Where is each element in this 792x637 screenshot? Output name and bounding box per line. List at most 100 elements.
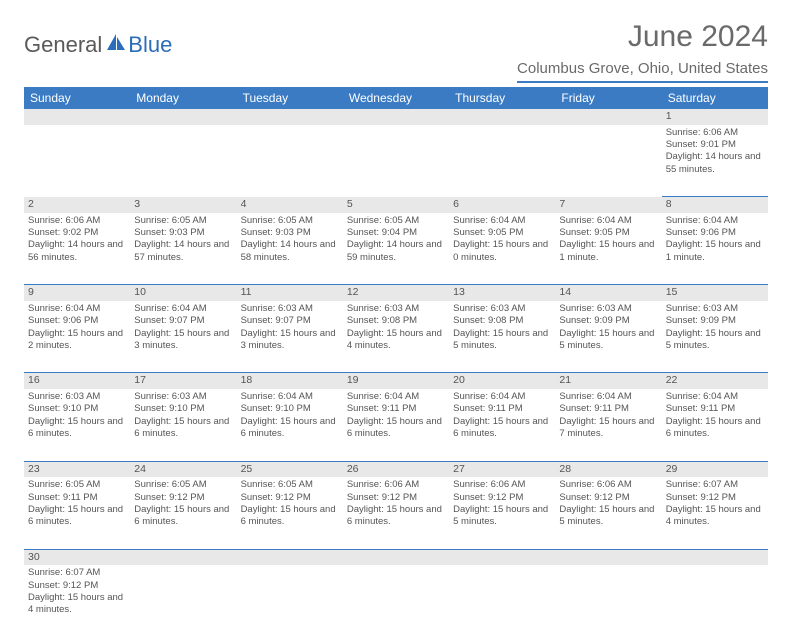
sunset-text: Sunset: 9:10 PM — [134, 403, 232, 415]
week-row: Sunrise: 6:06 AMSunset: 9:02 PM Daylight:… — [24, 213, 768, 285]
day-number-cell — [343, 109, 449, 125]
daylight-text: Daylight: 15 hours and 5 minutes. — [559, 328, 657, 353]
day-number: 14 — [559, 286, 571, 298]
day-number: 30 — [28, 551, 40, 563]
sunrise-text: Sunrise: 6:03 AM — [241, 303, 339, 315]
day-header-row: Sunday Monday Tuesday Wednesday Thursday… — [24, 87, 768, 109]
day-number-cell — [130, 109, 236, 125]
sunrise-text: Sunrise: 6:04 AM — [347, 391, 445, 403]
day-number: 15 — [666, 286, 678, 298]
sunrise-text: Sunrise: 6:04 AM — [666, 215, 764, 227]
day-cell — [343, 125, 449, 197]
sunrise-text: Sunrise: 6:04 AM — [241, 391, 339, 403]
daylight-text: Daylight: 15 hours and 6 minutes. — [134, 416, 232, 441]
day-number: 23 — [28, 463, 40, 475]
day-cell — [555, 565, 661, 637]
day-number-cell — [662, 549, 768, 565]
sunset-text: Sunset: 9:12 PM — [134, 492, 232, 504]
sunset-text: Sunset: 9:10 PM — [28, 403, 126, 415]
sunset-text: Sunset: 9:11 PM — [666, 403, 764, 415]
week-row: Sunrise: 6:05 AM Sunset: 9:11 PM Daylight:… — [24, 477, 768, 549]
day-number: 10 — [134, 286, 146, 298]
sunrise-text: Sunrise: 6:06 AM — [28, 215, 126, 227]
day-cell — [237, 125, 343, 197]
daylight-text: Daylight: 15 hours and 0 minutes. — [453, 239, 551, 264]
day-number-cell: 19 — [343, 373, 449, 389]
daylight-text: Daylight: 15 hours and 5 minutes. — [559, 504, 657, 529]
day-cell — [24, 125, 130, 197]
day-cell: Sunrise: 6:04 AMSunset: 9:11 PMDaylight:… — [662, 389, 768, 461]
daylight-text: Daylight: 15 hours and 6 minutes. — [241, 504, 339, 529]
day-cell — [662, 565, 768, 637]
day-number: 8 — [666, 198, 672, 210]
day-cell: Sunrise: 6:03 AMSunset: 9:09 PMDaylight:… — [662, 301, 768, 373]
day-number-cell — [555, 549, 661, 565]
day-cell — [449, 125, 555, 197]
sunset-text: Sunset: 9:07 PM — [134, 315, 232, 327]
day-number-cell: 20 — [449, 373, 555, 389]
daylight-text: Daylight: 15 hours and 6 minutes. — [666, 416, 764, 441]
day-number-cell: 8 — [662, 197, 768, 213]
sunrise-text: Sunrise: 6:06 AM — [666, 127, 764, 139]
day-number-cell: 4 — [237, 197, 343, 213]
day-number-cell: 14 — [555, 285, 661, 301]
day-number: 20 — [453, 374, 465, 386]
day-number-cell: 25 — [237, 461, 343, 477]
sunset-text: Sunset: 9:11 PM — [453, 403, 551, 415]
location-text: Columbus Grove, Ohio, United States — [517, 60, 768, 83]
sunrise-text: Sunrise: 6:05 AM — [241, 215, 339, 227]
sunset-text: Sunset: 9:12 PM — [347, 492, 445, 504]
sunrise-text: Sunrise: 6:03 AM — [28, 391, 126, 403]
sunset-text: Sunset: 9:02 PM — [28, 227, 126, 239]
sunset-text: Sunset: 9:06 PM — [666, 227, 764, 239]
sunrise-text: Sunrise: 6:03 AM — [347, 303, 445, 315]
day-number-cell: 16 — [24, 373, 130, 389]
day-number: 16 — [28, 374, 40, 386]
week-row: Sunrise: 6:07 AMSunset: 9:12 PMDaylight:… — [24, 565, 768, 637]
day-number-cell — [449, 549, 555, 565]
week-row: Sunrise: 6:06 AMSunset: 9:01 PMDaylight:… — [24, 125, 768, 197]
day-number-cell: 9 — [24, 285, 130, 301]
day-header: Friday — [555, 87, 661, 109]
sunset-text: Sunset: 9:09 PM — [666, 315, 764, 327]
day-number-cell: 30 — [24, 549, 130, 565]
day-number-cell: 10 — [130, 285, 236, 301]
day-number: 18 — [241, 374, 253, 386]
day-cell: Sunrise: 6:05 AMSunset: 9:03 PMDaylight:… — [130, 213, 236, 285]
day-number-cell: 15 — [662, 285, 768, 301]
daylight-text: Daylight: 15 hours and 6 minutes. — [453, 416, 551, 441]
day-number: 6 — [453, 198, 459, 210]
day-cell: Sunrise: 6:03 AMSunset: 9:07 PMDaylight:… — [237, 301, 343, 373]
daynum-row: 16171819202122 — [24, 373, 768, 389]
day-number-cell: 29 — [662, 461, 768, 477]
day-number-cell: 1 — [662, 109, 768, 125]
day-number: 2 — [28, 198, 34, 210]
day-number: 27 — [453, 463, 465, 475]
day-cell: Sunrise: 6:04 AMSunset: 9:11 PMDaylight:… — [449, 389, 555, 461]
daylight-text: Daylight: 15 hours and 3 minutes. — [241, 328, 339, 353]
sunrise-text: Sunrise: 6:06 AM — [347, 479, 445, 491]
day-cell: Sunrise: 6:04 AMSunset: 9:07 PMDaylight:… — [130, 301, 236, 373]
day-number: 26 — [347, 463, 359, 475]
day-number-cell: 26 — [343, 461, 449, 477]
daynum-row: 9101112131415 — [24, 285, 768, 301]
sunrise-text: Sunrise: 6:04 AM — [134, 303, 232, 315]
sunset-text: Sunset: 9:11 PM — [28, 492, 126, 504]
day-cell: Sunrise: 6:05 AMSunset: 9:03 PMDaylight:… — [237, 213, 343, 285]
daylight-text: Daylight: 15 hours and 1 minute. — [559, 239, 657, 264]
day-number-cell — [130, 549, 236, 565]
day-cell — [237, 565, 343, 637]
daylight-text: Daylight: 15 hours and 3 minutes. — [134, 328, 232, 353]
day-number: 28 — [559, 463, 571, 475]
sunset-text: Sunset: 9:09 PM — [559, 315, 657, 327]
daylight-text: Daylight: 15 hours and 4 minutes. — [666, 504, 764, 529]
day-cell: Sunrise: 6:04 AMSunset: 9:11 PMDaylight:… — [343, 389, 449, 461]
day-cell: Sunrise: 6:07 AMSunset: 9:12 PMDaylight:… — [662, 477, 768, 549]
day-cell: Sunrise: 6:04 AMSunset: 9:05 PMDaylight:… — [555, 213, 661, 285]
title-block: June 2024 Columbus Grove, Ohio, United S… — [517, 20, 768, 83]
day-cell — [130, 125, 236, 197]
day-number-cell: 22 — [662, 373, 768, 389]
day-number-cell: 23 — [24, 461, 130, 477]
daylight-text: Daylight: 15 hours and 4 minutes. — [347, 328, 445, 353]
sunrise-text: Sunrise: 6:05 AM — [134, 479, 232, 491]
